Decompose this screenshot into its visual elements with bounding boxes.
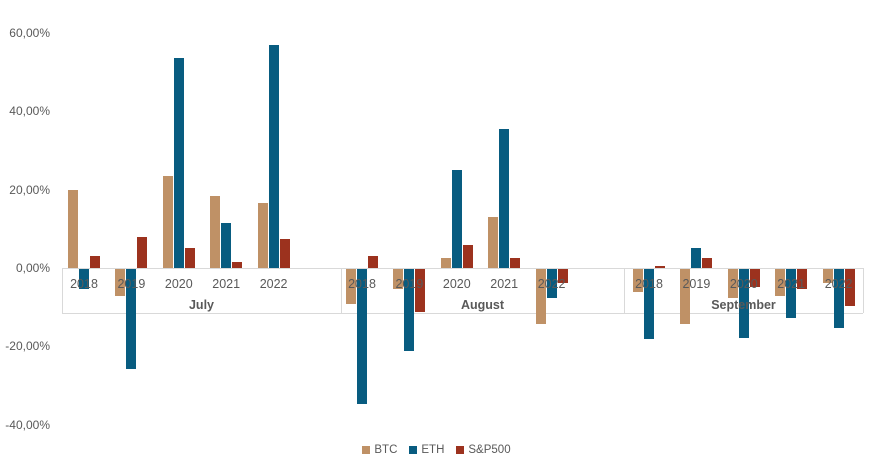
category-axis-separator-line bbox=[341, 268, 342, 313]
bar-s-p500-july-2018 bbox=[90, 256, 100, 268]
zero-axis-line bbox=[62, 268, 863, 269]
bar-btc-september-2020 bbox=[727, 269, 738, 299]
y-axis-tick-label: 40,00% bbox=[9, 104, 50, 119]
bar-eth-august-2022 bbox=[546, 269, 557, 299]
legend-item-eth: ETH bbox=[409, 444, 444, 456]
bar-btc-august-2018 bbox=[346, 269, 356, 305]
year-label-july-2022: 2022 bbox=[259, 277, 288, 291]
bar-s-p500-july-2021 bbox=[232, 262, 243, 268]
legend-label-eth: ETH bbox=[421, 444, 445, 456]
bar-btc-september-2021 bbox=[775, 269, 786, 297]
y-axis-tick-label: 60,00% bbox=[9, 26, 50, 40]
year-label-august-2021: 2021 bbox=[490, 277, 519, 291]
bar-eth-september-2020 bbox=[738, 269, 749, 338]
category-axis-separator-line bbox=[863, 268, 864, 313]
category-axis-bottom-line bbox=[62, 313, 863, 314]
bar-btc-july-2021 bbox=[210, 195, 221, 268]
year-label-september-2022: 2022 bbox=[824, 277, 853, 291]
bar-s-p500-august-2021 bbox=[510, 258, 521, 268]
bar-s-p500-september-2020 bbox=[749, 269, 760, 287]
bar-eth-july-2021 bbox=[221, 222, 232, 268]
year-label-august-2020: 2020 bbox=[442, 277, 471, 291]
bar-btc-july-2018 bbox=[68, 189, 78, 268]
bar-btc-august-2021 bbox=[488, 217, 499, 268]
month-label-july: July bbox=[188, 298, 214, 312]
legend-label-btc: BTC bbox=[374, 444, 398, 456]
year-label-july-2018: 2018 bbox=[70, 277, 98, 291]
bar-eth-august-2020 bbox=[451, 170, 462, 268]
year-label-september-2020: 2020 bbox=[729, 277, 758, 291]
bar-eth-july-2019 bbox=[126, 269, 137, 369]
year-label-july-2019: 2019 bbox=[117, 277, 146, 291]
bar-s-p500-august-2018 bbox=[368, 256, 378, 268]
bar-eth-august-2021 bbox=[499, 128, 510, 268]
category-axis-separator-line bbox=[624, 268, 625, 313]
year-label-august-2018: 2018 bbox=[348, 277, 376, 291]
bar-btc-september-2018 bbox=[633, 269, 643, 293]
bar-s-p500-august-2022 bbox=[557, 269, 568, 283]
bar-s-p500-august-2020 bbox=[462, 244, 473, 268]
bar-btc-august-2019 bbox=[393, 269, 404, 289]
bar-btc-september-2019 bbox=[680, 269, 691, 324]
bar-eth-july-2022 bbox=[268, 44, 279, 268]
month-label-september: September bbox=[711, 298, 776, 312]
legend: BTC ETH S&P500 bbox=[0, 444, 873, 456]
bar-btc-july-2019 bbox=[115, 269, 126, 297]
bar-btc-july-2020 bbox=[162, 175, 173, 268]
legend-label-s-p500: S&P500 bbox=[468, 444, 511, 456]
bar-s-p500-july-2020 bbox=[184, 248, 195, 268]
bar-eth-september-2018 bbox=[644, 269, 654, 340]
bar-btc-july-2022 bbox=[257, 203, 268, 268]
year-label-september-2021: 2021 bbox=[777, 277, 806, 291]
bar-s-p500-july-2022 bbox=[279, 238, 290, 268]
bar-btc-august-2020 bbox=[440, 258, 451, 268]
year-label-august-2019: 2019 bbox=[395, 277, 424, 291]
bar-s-p500-august-2019 bbox=[415, 269, 426, 313]
y-axis-tick-label: 20,00% bbox=[9, 182, 50, 197]
legend-swatch-s-p500 bbox=[456, 446, 465, 454]
year-label-september-2018: 2018 bbox=[635, 277, 663, 291]
bar-s-p500-september-2018 bbox=[655, 266, 665, 268]
bar-s-p500-september-2022 bbox=[844, 269, 855, 307]
bar-eth-july-2020 bbox=[173, 58, 184, 268]
y-axis-tick-label: 0,00% bbox=[15, 261, 50, 275]
year-label-july-2021: 2021 bbox=[212, 277, 241, 291]
bar-btc-september-2022 bbox=[822, 269, 833, 283]
month-label-august: August bbox=[460, 298, 505, 312]
bar-eth-july-2018 bbox=[79, 269, 89, 289]
legend-item-s-p500: S&P500 bbox=[456, 444, 511, 456]
year-label-july-2020: 2020 bbox=[164, 277, 193, 291]
legend-swatch-btc bbox=[362, 446, 371, 454]
bar-eth-september-2019 bbox=[691, 248, 702, 268]
bar-btc-august-2022 bbox=[535, 269, 546, 324]
bar-s-p500-september-2019 bbox=[702, 258, 713, 268]
year-label-august-2022: 2022 bbox=[537, 277, 566, 291]
y-axis-tick-label: -20,00% bbox=[5, 339, 50, 354]
bar-eth-september-2022 bbox=[833, 269, 844, 328]
year-label-september-2019: 2019 bbox=[682, 277, 711, 291]
bar-eth-august-2018 bbox=[357, 269, 367, 405]
legend-swatch-eth bbox=[409, 446, 418, 454]
category-axis-separator-line bbox=[62, 268, 63, 313]
bar-s-p500-september-2021 bbox=[797, 269, 808, 289]
bar-eth-august-2019 bbox=[404, 269, 415, 352]
bar-s-p500-july-2019 bbox=[137, 236, 148, 268]
bar-eth-september-2021 bbox=[786, 269, 797, 318]
y-axis-tick-label: -40,00% bbox=[5, 417, 50, 432]
legend-item-btc: BTC bbox=[362, 444, 397, 456]
